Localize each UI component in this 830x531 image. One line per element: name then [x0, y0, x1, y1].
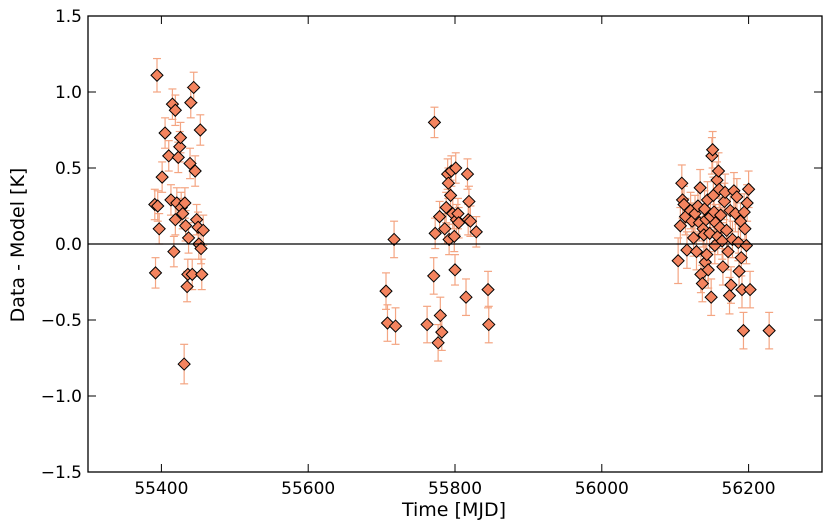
- data-point: [448, 263, 462, 277]
- data-point: [427, 115, 442, 130]
- data-point: [150, 68, 164, 82]
- data-point: [738, 222, 752, 236]
- data-point: [168, 103, 183, 117]
- data-point: [482, 317, 496, 332]
- data-point: [711, 164, 726, 178]
- data-point: [435, 325, 449, 339]
- data-point: [462, 194, 476, 209]
- x-tick-label: 55600: [281, 479, 335, 499]
- data-point: [152, 222, 166, 236]
- data-point: [722, 288, 737, 303]
- y-tick-label: 1.5: [55, 7, 82, 27]
- x-axis-label: Time [MJD]: [401, 499, 506, 521]
- data-point: [388, 319, 403, 333]
- data-point: [379, 284, 393, 298]
- data-point: [167, 244, 181, 259]
- x-tick-label: 56200: [722, 479, 776, 499]
- data-point: [185, 267, 199, 282]
- data-point: [196, 223, 210, 238]
- data-point: [717, 194, 732, 209]
- data-marks: [148, 57, 776, 385]
- data-point: [177, 357, 191, 371]
- data-point: [178, 219, 193, 233]
- data-point: [441, 176, 456, 190]
- data-point: [171, 150, 185, 165]
- x-tick-label: 55400: [134, 479, 188, 499]
- data-point: [734, 250, 748, 265]
- data-point: [195, 267, 209, 282]
- data-point: [673, 219, 688, 233]
- y-tick-label: 0.0: [55, 235, 82, 255]
- data-point: [180, 279, 194, 294]
- data-point: [724, 278, 738, 292]
- data-point: [175, 206, 190, 221]
- data-point: [433, 308, 448, 323]
- data-point: [740, 196, 754, 210]
- data-point: [700, 247, 714, 262]
- data-point: [459, 290, 473, 304]
- data-point: [186, 80, 201, 95]
- x-tick-label: 55800: [428, 479, 482, 499]
- data-point: [432, 209, 447, 224]
- data-point: [438, 222, 452, 236]
- data-point: [188, 164, 202, 178]
- data-point: [732, 264, 746, 279]
- data-point: [443, 188, 458, 203]
- data-point: [158, 126, 172, 140]
- data-point: [469, 225, 483, 239]
- x-tick-label: 56000: [575, 479, 629, 499]
- data-point: [184, 95, 198, 110]
- data-point: [695, 276, 710, 291]
- data-point: [693, 181, 707, 195]
- data-point: [463, 214, 478, 228]
- data-point: [181, 231, 196, 245]
- data-point: [387, 232, 401, 247]
- data-point: [151, 199, 165, 213]
- data-point: [173, 140, 187, 154]
- data-point: [173, 130, 188, 145]
- data-point: [675, 176, 689, 190]
- data-point: [671, 254, 685, 268]
- data-point: [704, 290, 718, 304]
- data-point: [427, 269, 441, 283]
- data-point: [183, 156, 197, 171]
- data-point: [155, 170, 169, 184]
- data-point: [162, 149, 176, 163]
- data-point: [719, 223, 734, 238]
- y-tick-label: 1.0: [55, 83, 82, 103]
- data-point: [762, 323, 776, 338]
- y-tick-label: −1.5: [41, 463, 82, 483]
- data-point: [689, 244, 704, 259]
- data-point: [178, 196, 192, 210]
- data-point: [741, 182, 756, 196]
- data-point: [420, 317, 434, 332]
- data-point: [743, 282, 757, 297]
- data-point: [701, 263, 715, 277]
- data-point: [447, 229, 461, 244]
- data-point: [193, 123, 208, 137]
- data-point: [730, 190, 744, 204]
- data-point: [168, 212, 183, 227]
- data-point: [449, 161, 463, 175]
- data-point: [736, 323, 751, 338]
- data-point: [428, 226, 442, 241]
- data-point: [460, 167, 475, 181]
- data-point: [716, 260, 730, 274]
- y-axis-label: Data - Model [K]: [7, 168, 29, 323]
- data-point: [680, 243, 694, 257]
- data-point: [148, 266, 163, 280]
- data-point: [721, 244, 735, 259]
- axis-ticks: 55400 55600 55800 56000 56200 −1.5 −1.0 −0.5 0.0…: [41, 7, 822, 499]
- data-point: [431, 336, 445, 350]
- y-tick-label: 0.5: [55, 159, 82, 179]
- data-point: [705, 143, 720, 157]
- data-point: [194, 241, 208, 256]
- y-tick-label: −1.0: [41, 387, 82, 407]
- y-tick-label: −0.5: [41, 311, 82, 331]
- data-point: [714, 208, 728, 222]
- data-point: [481, 282, 495, 297]
